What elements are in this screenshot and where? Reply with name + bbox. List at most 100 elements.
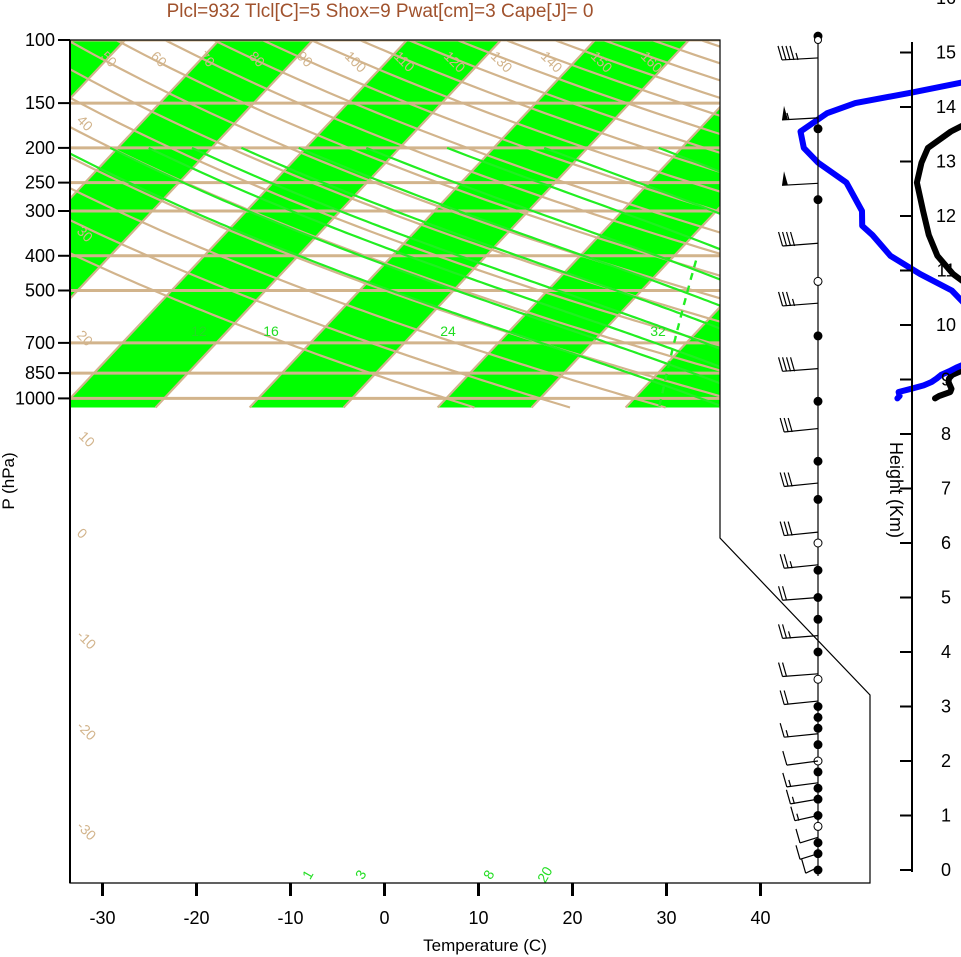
wind-barb-feather — [795, 845, 801, 860]
x-tick-label: -30 — [89, 908, 115, 928]
mixing-ratio-label: 32 — [650, 323, 666, 339]
mixing-ratio-label: 24 — [440, 323, 456, 339]
wind-barb-half-feather — [788, 779, 792, 788]
x-tick-label: 10 — [468, 908, 488, 928]
wind-barb-staff — [782, 635, 819, 639]
dry-adiabat — [227, 40, 870, 409]
height-tick-label: 4 — [941, 642, 951, 662]
wind-barb-feather — [781, 231, 788, 247]
wind-height-dot — [813, 783, 823, 793]
y-tick-label: 1000 — [15, 388, 55, 408]
height-tick-label: 6 — [941, 533, 951, 553]
wind-barb-pennant — [782, 105, 788, 120]
wind-barb-feather — [795, 828, 801, 844]
wind-height-dot — [813, 331, 823, 341]
wind-barb-feather — [785, 231, 792, 247]
height-tick-label: 10 — [936, 315, 956, 335]
isotherm-line — [342, 40, 706, 409]
mixing-ratio-label: 16 — [263, 323, 279, 339]
wind-barb-feather — [779, 723, 785, 738]
wind-barb-staff — [790, 798, 819, 805]
height-tick-label: 3 — [941, 697, 951, 717]
wind-height-dot — [813, 702, 823, 711]
mixing-ratio-line — [789, 255, 817, 407]
x-tick-label: 40 — [750, 908, 770, 928]
wind-height-dot — [813, 723, 823, 733]
dry-adiabat — [274, 40, 870, 409]
wind-barb-feather — [781, 291, 788, 307]
mixing-ratio-label: 20 — [534, 864, 556, 886]
dry-adiabat — [747, 40, 870, 409]
wind-barb-staff — [786, 760, 819, 766]
dry-adiabat — [70, 40, 571, 409]
dry-adiabat-label: 140 — [538, 48, 566, 76]
isotherm-label: -10 — [74, 627, 100, 653]
height-axis-label: Height (Km) — [886, 442, 906, 538]
wind-barb-feather — [783, 521, 789, 536]
wind-barb-feather — [782, 772, 788, 788]
isotherm-band — [70, 40, 517, 408]
y-tick-label: 200 — [25, 138, 55, 158]
wind-barb-staff — [782, 368, 819, 372]
dry-adiabat — [133, 40, 870, 409]
wind-barb-half-feather — [791, 796, 795, 805]
height-tick-label: 16 — [936, 0, 956, 8]
isotherm-label: 10 — [740, 540, 762, 562]
wind-barb-feather — [777, 586, 784, 601]
wind-barb-staff — [782, 673, 819, 678]
wind-height-dot — [813, 494, 823, 504]
wind-barb-staff — [799, 853, 819, 860]
wind-barb-staff — [784, 733, 819, 738]
height-tick-label: 5 — [941, 588, 951, 608]
wind-barb-pennant — [782, 171, 788, 186]
y-tick-label: 700 — [25, 333, 55, 353]
wind-barb-feather — [779, 417, 785, 433]
height-tick-label: 13 — [936, 152, 956, 172]
wind-barb-staff — [782, 302, 819, 307]
isotherm-label: -30 — [74, 818, 100, 844]
wind-barb-staff — [799, 836, 819, 844]
mixing-ratio-line — [658, 255, 699, 407]
wind-barb-feather — [785, 357, 792, 372]
wind-height-dot — [813, 740, 823, 750]
wind-barb-feather — [779, 472, 785, 487]
mixing-ratio-label: 12 — [191, 323, 207, 339]
isotherm-line — [70, 40, 424, 409]
wind-barb-feather — [789, 231, 796, 247]
isotherm-label: 30 — [837, 648, 859, 670]
height-tick-label: 1 — [941, 806, 951, 826]
mixing-ratio-label: 1 — [299, 867, 317, 882]
wind-barb-half-feather — [791, 298, 796, 307]
wind-height-dot — [813, 565, 823, 575]
wind-barb-feather — [787, 472, 793, 487]
wind-barb-feather — [790, 806, 796, 821]
wind-barb-staff — [781, 182, 819, 186]
dry-adiabat-label: 130 — [488, 48, 516, 76]
height-tick-label: 0 — [941, 860, 951, 880]
wind-height-dot — [813, 456, 823, 466]
x-tick-label: 0 — [379, 908, 389, 928]
wind-barb-feather — [787, 521, 793, 536]
wind-barb-feather — [785, 291, 792, 307]
wind-barb-feather — [777, 662, 784, 677]
height-tick-label: 9 — [941, 370, 951, 390]
wind-height-dot — [813, 838, 823, 848]
wind-barb-feather — [777, 357, 784, 372]
dry-adiabat — [70, 40, 666, 409]
wind-barb-feather — [777, 231, 784, 247]
height-tick-label: 11 — [937, 261, 956, 281]
wind-barb-half-feather — [796, 813, 800, 821]
y-tick-label: 850 — [25, 363, 55, 383]
y-axis-label: P (hPa) — [0, 452, 18, 509]
moist-adiabat — [70, 146, 722, 408]
wind-barb-feather — [781, 662, 788, 677]
dry-adiabat — [70, 40, 475, 409]
wind-height-dot — [813, 276, 823, 286]
height-tick-label: 15 — [936, 43, 956, 63]
wind-barb-staff — [805, 866, 819, 874]
moist-adiabat — [782, 146, 870, 407]
wind-barb-staff — [782, 596, 819, 601]
y-tick-label: 100 — [25, 30, 55, 50]
